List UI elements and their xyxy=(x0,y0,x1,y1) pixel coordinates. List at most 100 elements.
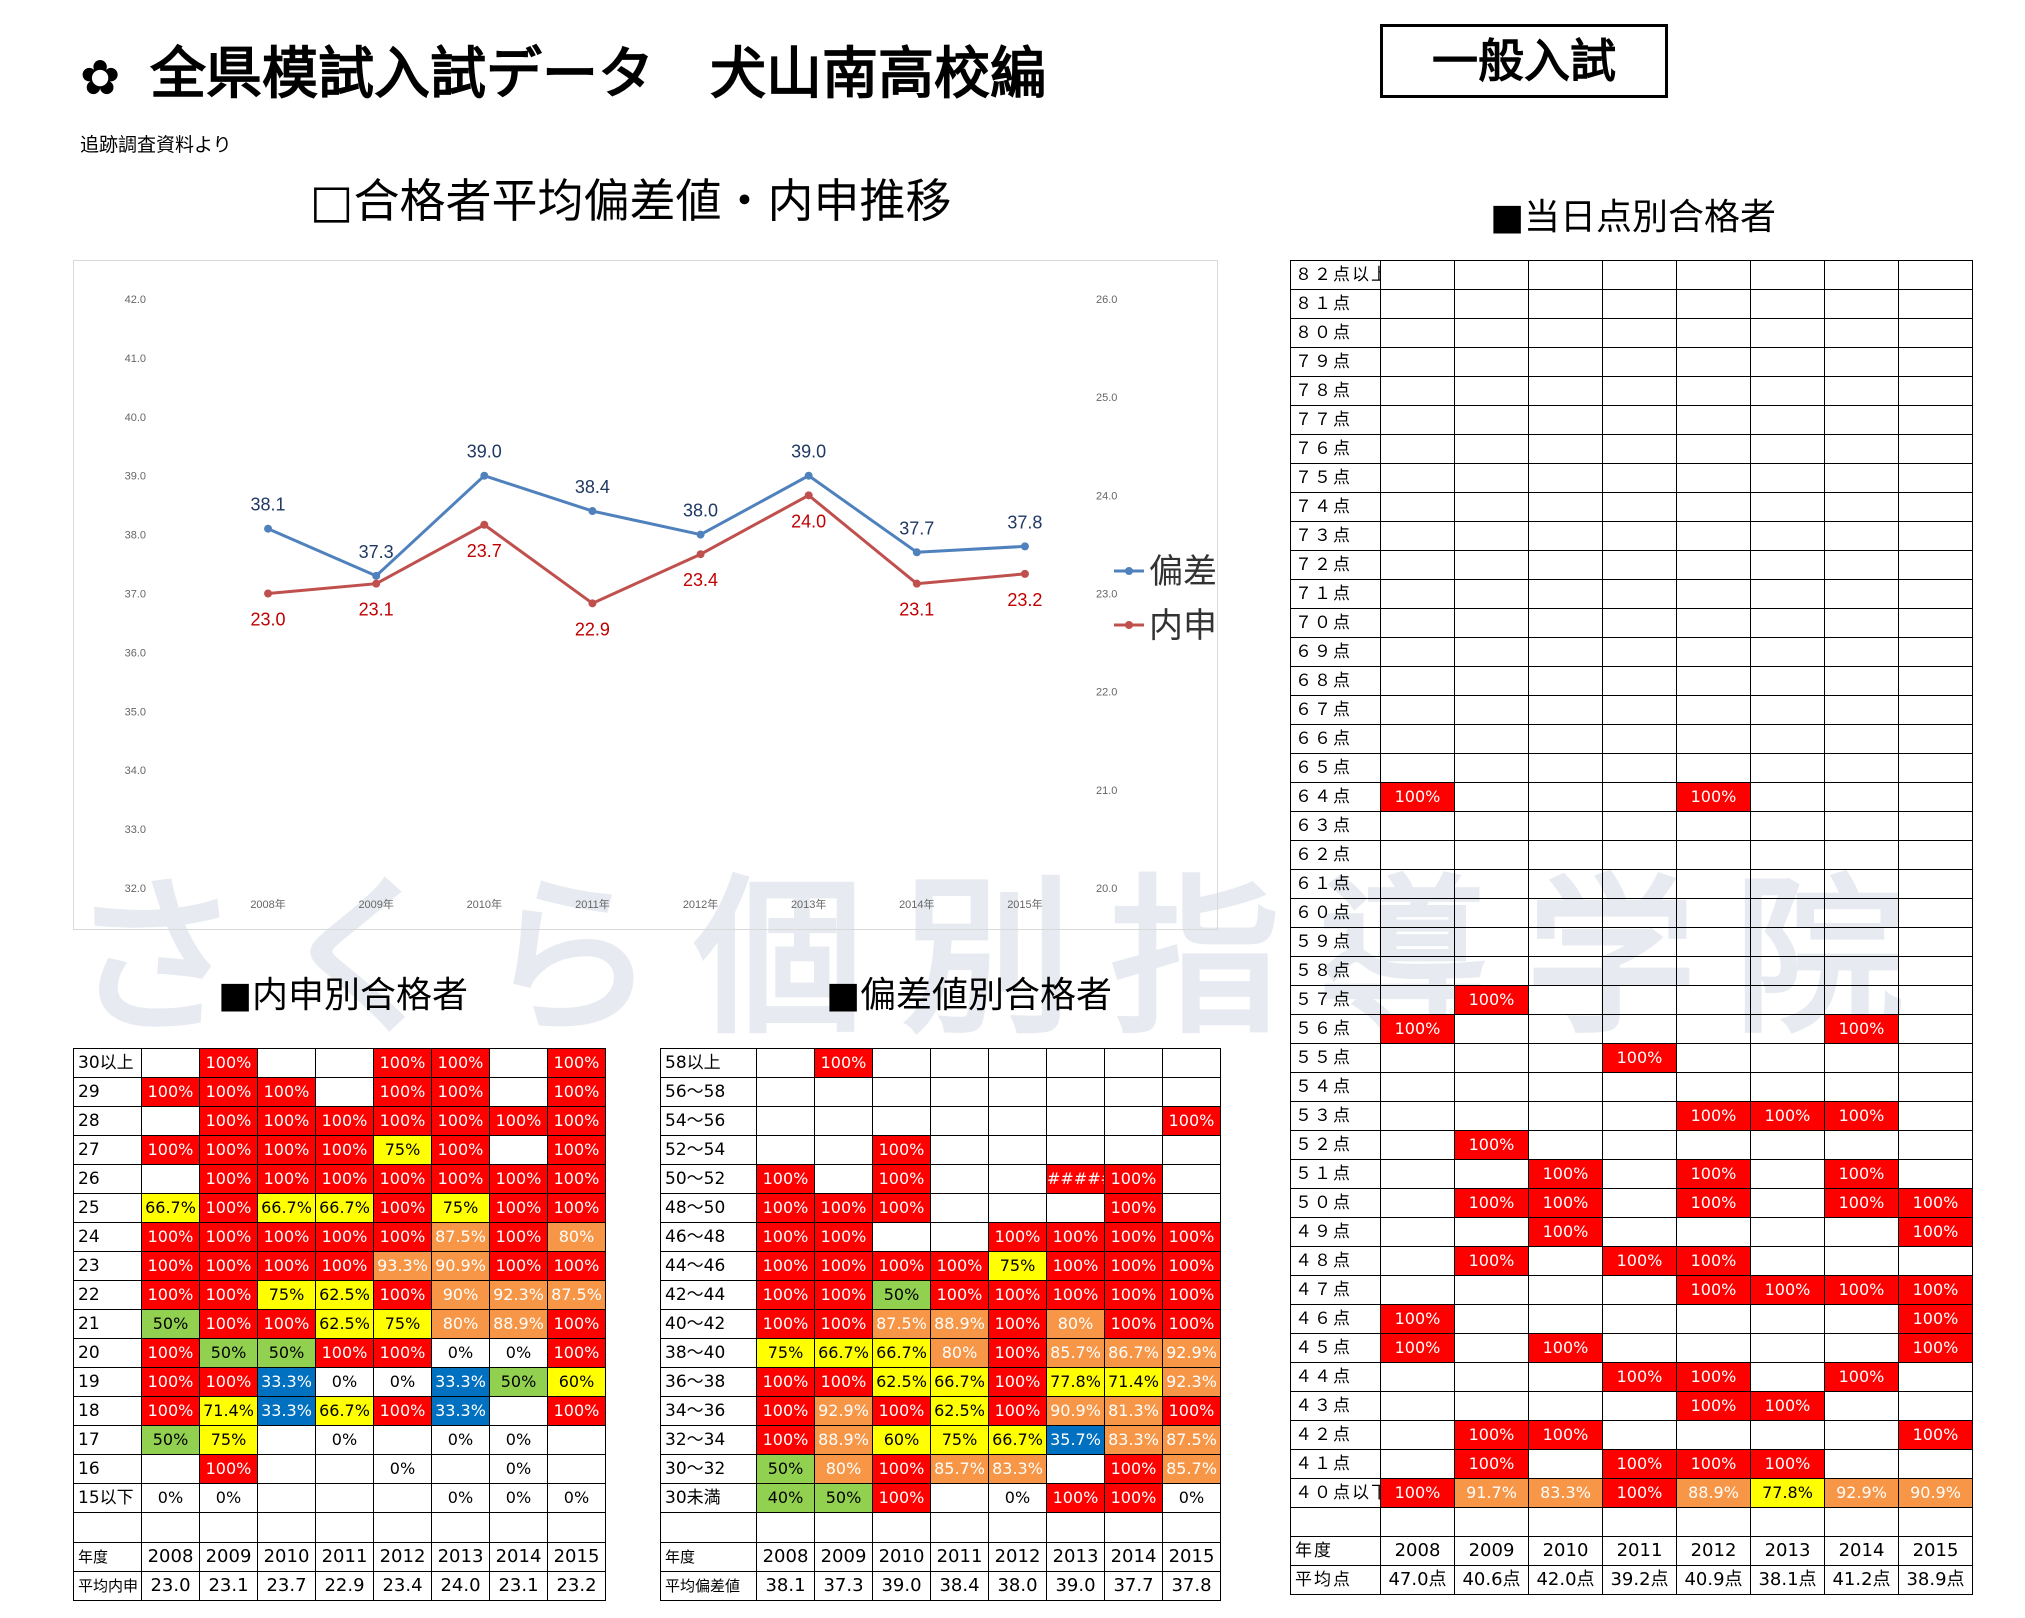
percent-cell: 100% xyxy=(373,1338,432,1368)
row-label: ５０点 xyxy=(1290,1188,1381,1218)
percent-cell: 87.5% xyxy=(872,1309,931,1339)
percent-cell xyxy=(1602,840,1677,870)
percent-cell xyxy=(1454,898,1529,928)
data-label-naishin: 23.7 xyxy=(467,541,502,561)
percent-cell xyxy=(1528,724,1603,754)
row-label: 54～56 xyxy=(660,1106,757,1136)
percent-cell xyxy=(1602,1304,1677,1334)
percent-cell: 100% xyxy=(315,1338,374,1368)
percent-cell: 66.7% xyxy=(315,1396,374,1426)
percent-cell: 83.3% xyxy=(1104,1425,1163,1455)
percent-cell xyxy=(1454,666,1529,696)
percent-cell: 100% xyxy=(1380,1014,1455,1044)
year-cell: 2011 xyxy=(1602,1536,1677,1566)
data-label-hensa: 37.8 xyxy=(1007,512,1042,532)
average-cell: 41.2点 xyxy=(1824,1565,1899,1595)
row-label: ７５点 xyxy=(1290,463,1381,493)
percent-cell: 100% xyxy=(141,1338,200,1368)
table-row: ６８点 xyxy=(1290,666,1973,696)
percent-cell xyxy=(1750,521,1825,551)
x-tick-label: 2012年 xyxy=(683,897,718,911)
percent-cell xyxy=(1528,318,1603,348)
year-cell: 2013 xyxy=(431,1542,490,1572)
percent-cell xyxy=(1750,695,1825,725)
row-label: 56～58 xyxy=(660,1077,757,1107)
percent-cell: 100% xyxy=(199,1048,258,1078)
percent-cell: 100% xyxy=(1046,1222,1105,1252)
percent-cell xyxy=(1898,1362,1973,1392)
table-row: 23 100% 100% 100% 100% 93.3% 90.9% 100% 100% xyxy=(73,1251,606,1281)
percent-cell: 100% xyxy=(1104,1193,1163,1223)
percent-cell: 100% xyxy=(1676,1159,1751,1189)
average-cell: 23.2 xyxy=(547,1571,606,1601)
year-label: 年度 xyxy=(73,1542,142,1572)
percent-cell xyxy=(1454,376,1529,406)
percent-cell: 100% xyxy=(1898,1304,1973,1334)
percent-cell xyxy=(1528,1304,1603,1334)
percent-cell: 90.9% xyxy=(431,1251,490,1281)
data-label-hensa: 38.4 xyxy=(575,477,610,497)
percent-cell xyxy=(1898,724,1973,754)
percent-cell xyxy=(1824,463,1899,493)
table-row: ５４点 xyxy=(1290,1072,1973,1102)
percent-cell xyxy=(1380,1188,1455,1218)
average-label: 平均内申 xyxy=(73,1571,142,1601)
percent-cell xyxy=(1104,1106,1163,1136)
percent-cell: 100% xyxy=(489,1106,548,1136)
naishin-table-title: ■内申別合格者 xyxy=(218,975,469,1016)
row-label: ５５点 xyxy=(1290,1043,1381,1073)
percent-cell: 33.3% xyxy=(431,1367,490,1397)
average-row: 平均点 47.0点 40.6点 42.0点 39.2点 40.9点 38.1点 41.2点 38… xyxy=(1290,1565,1973,1595)
percent-cell xyxy=(814,1077,873,1107)
empty-cell xyxy=(1898,1507,1973,1537)
percent-cell xyxy=(1824,550,1899,580)
percent-cell: 100% xyxy=(373,1106,432,1136)
empty-cell xyxy=(1824,1507,1899,1537)
average-cell: 37.3 xyxy=(814,1571,873,1601)
percent-cell xyxy=(1602,521,1677,551)
row-label: ８１点 xyxy=(1290,289,1381,319)
sakura-icon: ✿ xyxy=(80,49,121,106)
percent-cell xyxy=(1824,985,1899,1015)
percent-cell xyxy=(1602,260,1677,290)
percent-cell: 100% xyxy=(1454,1130,1529,1160)
percent-cell: 100% xyxy=(489,1251,548,1281)
row-label: 22 xyxy=(73,1280,142,1310)
row-label: 18 xyxy=(73,1396,142,1426)
percent-cell xyxy=(1528,376,1603,406)
percent-cell: 100% xyxy=(1602,1362,1677,1392)
percent-cell xyxy=(1454,1333,1529,1363)
percent-cell xyxy=(1380,579,1455,609)
average-cell: 40.9点 xyxy=(1676,1565,1751,1595)
row-label: ５４点 xyxy=(1290,1072,1381,1102)
percent-cell: 100% xyxy=(431,1048,490,1078)
percent-cell xyxy=(1528,434,1603,464)
percent-cell xyxy=(1898,492,1973,522)
data-label-hensa: 39.0 xyxy=(791,442,826,462)
percent-cell: 100% xyxy=(1750,1101,1825,1131)
percent-cell xyxy=(1750,1304,1825,1334)
percent-cell xyxy=(1824,637,1899,667)
percent-cell xyxy=(1046,1454,1105,1484)
percent-cell: 100% xyxy=(1824,1188,1899,1218)
percent-cell xyxy=(1454,1014,1529,1044)
table-row: 25 66.7% 100% 66.7% 66.7% 100% 75% 100% 100% xyxy=(73,1193,606,1223)
percent-cell: 100% xyxy=(1676,1449,1751,1479)
percent-cell xyxy=(1602,956,1677,986)
percent-cell xyxy=(1528,347,1603,377)
year-cell: 2014 xyxy=(1824,1536,1899,1566)
percent-cell xyxy=(1528,782,1603,812)
percent-cell xyxy=(1824,1217,1899,1247)
percent-cell xyxy=(1898,289,1973,319)
percent-cell: 100% xyxy=(315,1135,374,1165)
percent-cell xyxy=(1528,1449,1603,1479)
percent-cell xyxy=(1750,724,1825,754)
year-cell: 2015 xyxy=(547,1542,606,1572)
percent-cell xyxy=(1380,434,1455,464)
percent-cell: 66.7% xyxy=(315,1193,374,1223)
percent-cell xyxy=(1602,1333,1677,1363)
percent-cell: 71.4% xyxy=(199,1396,258,1426)
data-point xyxy=(696,550,705,559)
average-cell: 22.9 xyxy=(315,1571,374,1601)
